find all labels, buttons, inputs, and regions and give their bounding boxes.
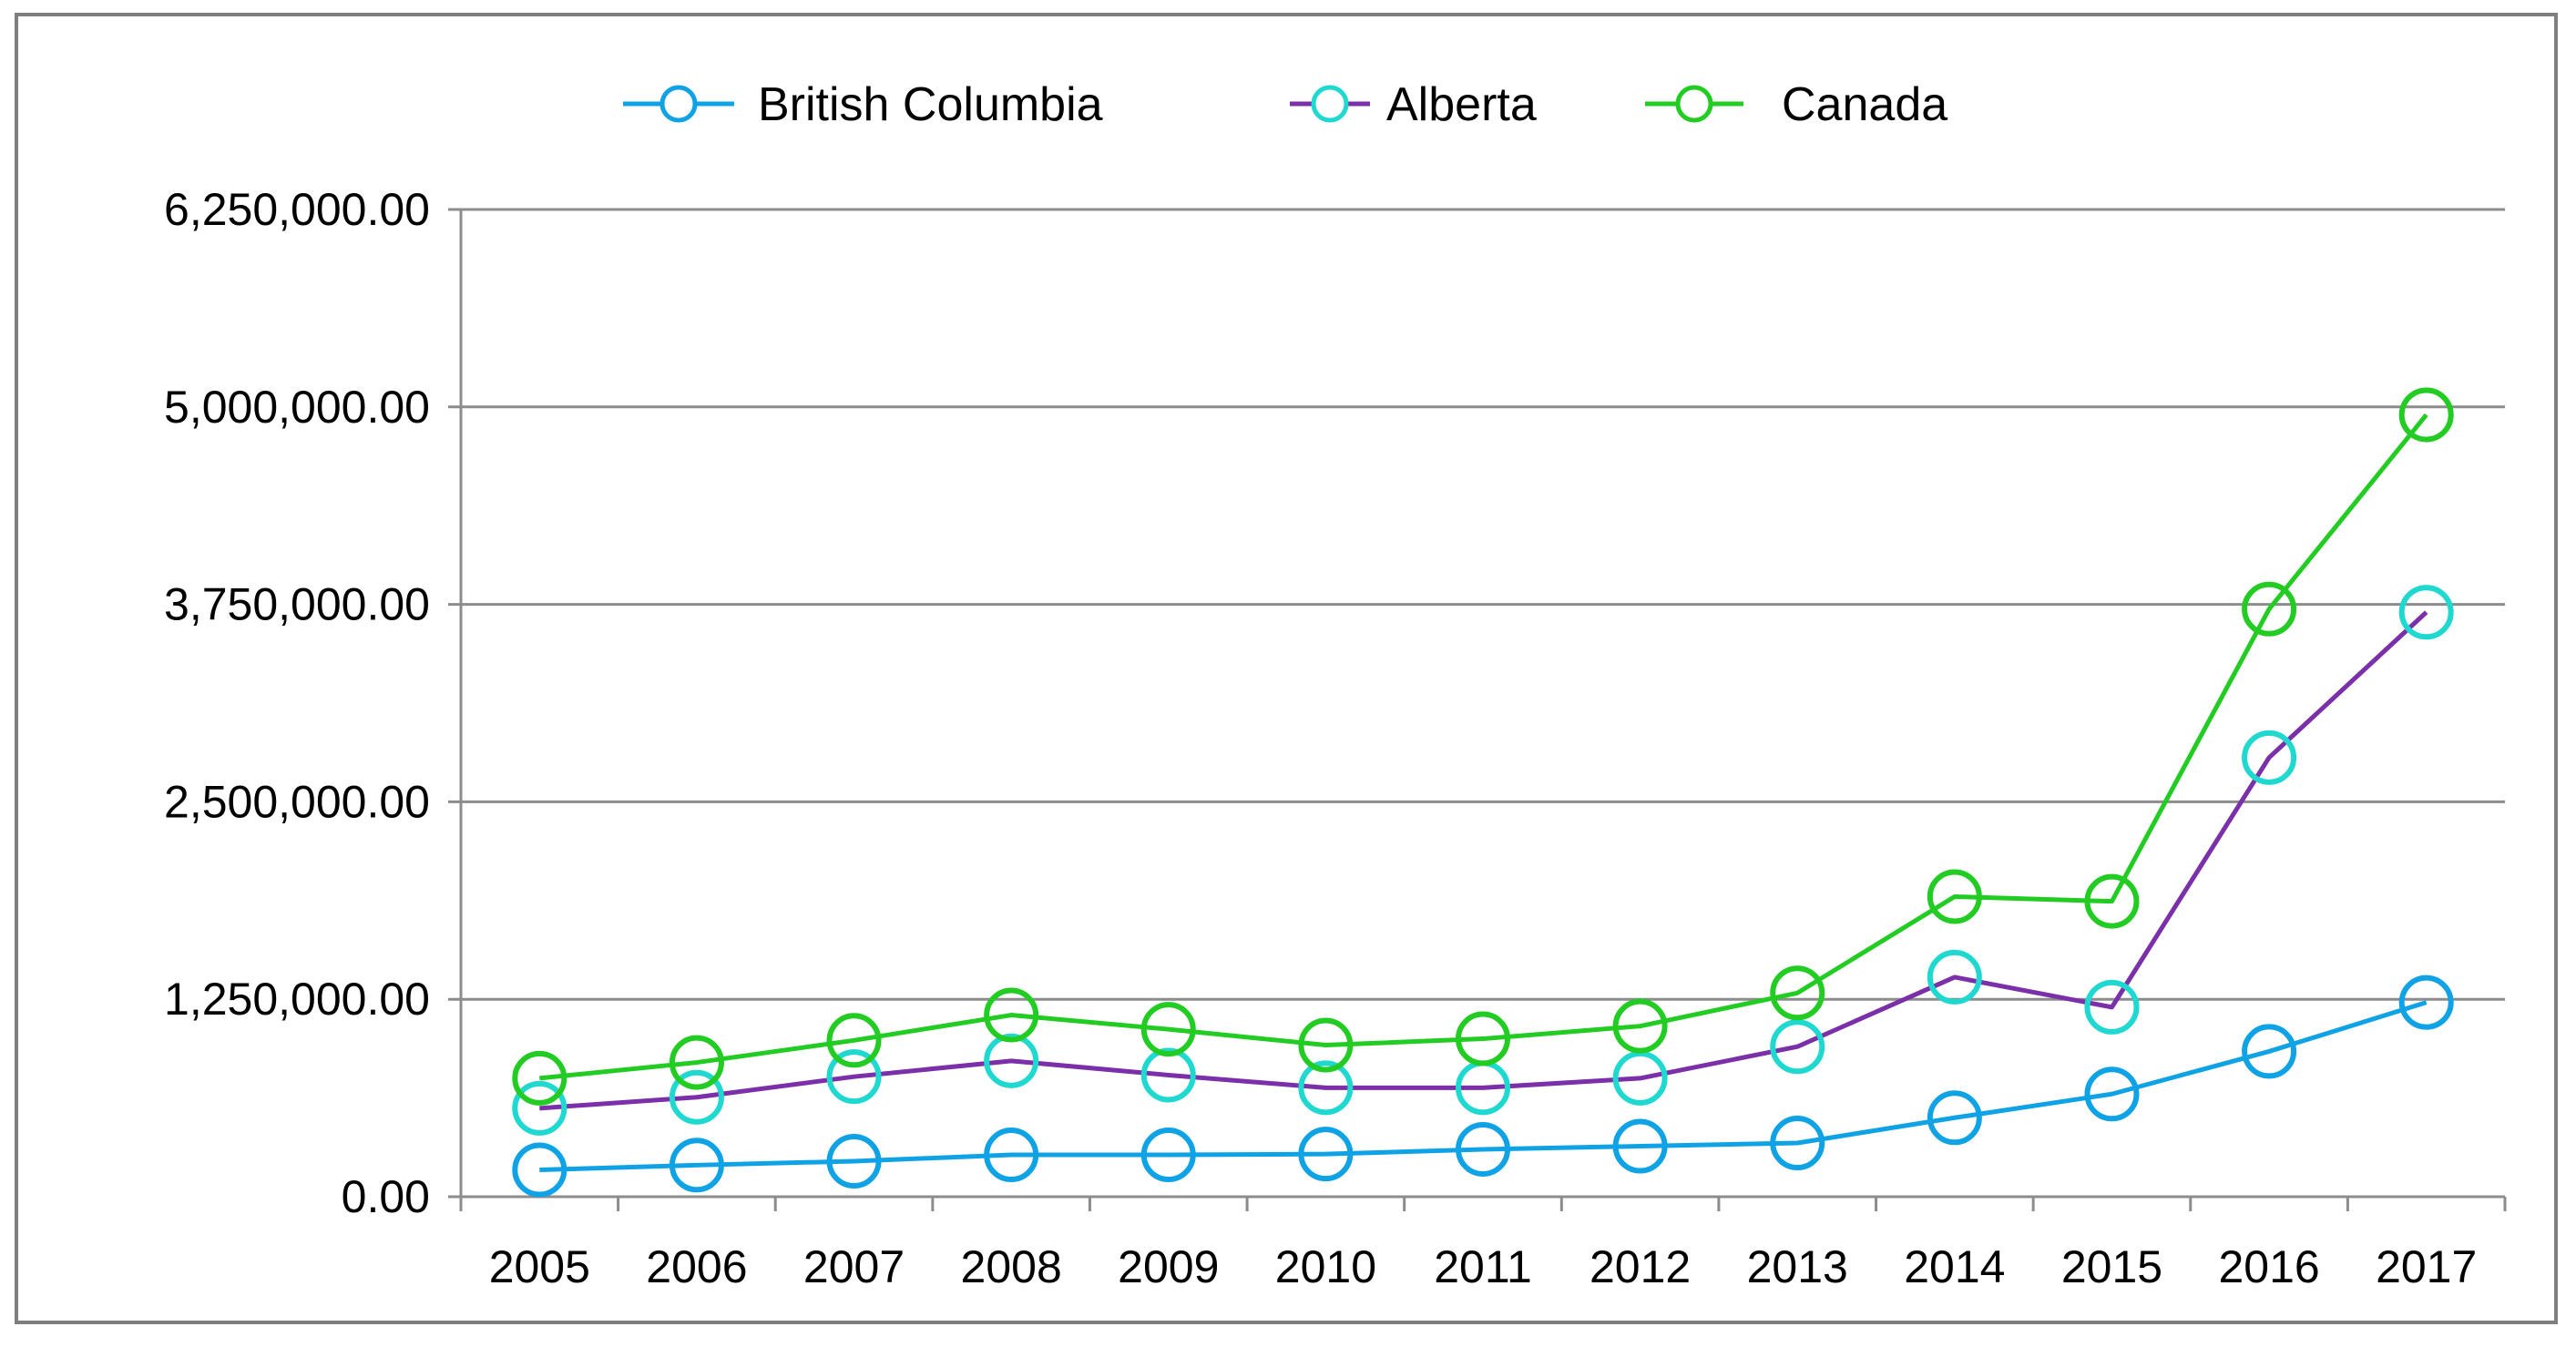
- data-point: [2084, 873, 2140, 929]
- series-british-columbia: [512, 975, 2454, 1198]
- x-tick-label: 2005: [489, 1241, 590, 1292]
- x-tick-label: 2017: [2376, 1241, 2477, 1292]
- legend-item: British Columbia: [623, 78, 1103, 131]
- legend: British Columbia Alberta Canada: [623, 78, 1947, 131]
- x-axis-tick-labels: 2005 2006 2007 2008 2009 2010 2011 2012 2013 2014…: [489, 1241, 2478, 1292]
- y-tick-label: 5,000,000.00: [164, 382, 430, 433]
- series-line: [539, 610, 2428, 1111]
- x-tick-label: 2015: [2061, 1241, 2162, 1292]
- x-tick-label: 2008: [961, 1241, 1062, 1292]
- data-point: [1456, 1121, 1510, 1177]
- data-point: [512, 1050, 567, 1106]
- data-point: [1140, 1002, 1196, 1057]
- data-point: [826, 1049, 882, 1105]
- data-point: [1927, 1090, 1982, 1146]
- data-point: [984, 1128, 1039, 1183]
- legend-label: Canada: [1782, 78, 1947, 131]
- y-tick-label: 2,500,000.00: [164, 776, 430, 827]
- series-canada: [512, 387, 2454, 1106]
- data-point: [1140, 1128, 1196, 1183]
- data-point: [1140, 1047, 1196, 1103]
- data-point: [826, 1133, 882, 1189]
- legend-item: Canada: [1645, 78, 1947, 131]
- legend-label: Alberta: [1386, 78, 1537, 131]
- line-chart: 0.00 1,250,000.00 2,500,000.00 3,750,000.00…: [164, 78, 2507, 1292]
- y-tick-label: 0.00: [342, 1171, 430, 1222]
- y-tick-label: 1,250,000.00: [164, 974, 430, 1025]
- y-tick-label: 6,250,000.00: [164, 184, 430, 235]
- data-point: [2242, 730, 2297, 785]
- series-lines: [512, 387, 2454, 1198]
- data-point: [669, 1069, 724, 1125]
- data-point: [2084, 979, 2140, 1035]
- data-point: [2242, 1024, 2297, 1079]
- data-point: [1770, 1116, 1825, 1171]
- data-point: [2398, 975, 2454, 1030]
- x-tick-label: 2006: [646, 1241, 747, 1292]
- axes: [448, 209, 2507, 1211]
- gridlines: [448, 208, 2505, 1001]
- data-point: [512, 1142, 567, 1198]
- data-point: [1612, 998, 1668, 1054]
- x-tick-label: 2012: [1590, 1241, 1691, 1292]
- data-point: [984, 1033, 1039, 1088]
- data-point: [1927, 949, 1982, 1005]
- legend-item: Alberta: [1290, 78, 1537, 131]
- chart-frame: 0.00 1,250,000.00 2,500,000.00 3,750,000.00…: [15, 13, 2558, 1324]
- data-point: [984, 987, 1039, 1043]
- data-point: [1770, 1019, 1825, 1075]
- data-point: [1612, 1050, 1668, 1106]
- y-axis-tick-labels: 0.00 1,250,000.00 2,500,000.00 3,750,000.00…: [164, 184, 430, 1222]
- data-point: [2242, 581, 2297, 637]
- data-point: [1298, 1127, 1354, 1182]
- data-point: [1456, 1011, 1510, 1066]
- data-point: [2398, 387, 2454, 443]
- data-point: [669, 1138, 724, 1193]
- data-point: [1612, 1118, 1668, 1174]
- legend-marker: [1675, 85, 1713, 123]
- legend-label: British Columbia: [758, 78, 1103, 131]
- data-point: [1298, 1060, 1354, 1116]
- series-line: [539, 1000, 2428, 1173]
- legend-marker: [659, 85, 698, 123]
- series-line: [539, 413, 2428, 1081]
- x-tick-label: 2013: [1747, 1241, 1848, 1292]
- x-tick-label: 2009: [1118, 1241, 1219, 1292]
- data-point: [2398, 585, 2454, 640]
- data-point: [512, 1080, 567, 1136]
- data-point: [1298, 1017, 1354, 1073]
- x-tick-label: 2007: [803, 1241, 905, 1292]
- x-tick-label: 2011: [1434, 1241, 1532, 1292]
- y-tick-label: 3,750,000.00: [164, 579, 430, 630]
- data-point: [2084, 1066, 2140, 1122]
- x-tick-label: 2014: [1904, 1241, 2005, 1292]
- x-tick-label: 2010: [1275, 1241, 1376, 1292]
- legend-marker: [1311, 85, 1349, 123]
- data-point: [669, 1035, 724, 1090]
- data-point: [1770, 965, 1825, 1021]
- data-point: [1927, 869, 1982, 924]
- series-alberta: [512, 585, 2454, 1136]
- data-point: [826, 1013, 882, 1068]
- x-tick-label: 2016: [2218, 1241, 2319, 1292]
